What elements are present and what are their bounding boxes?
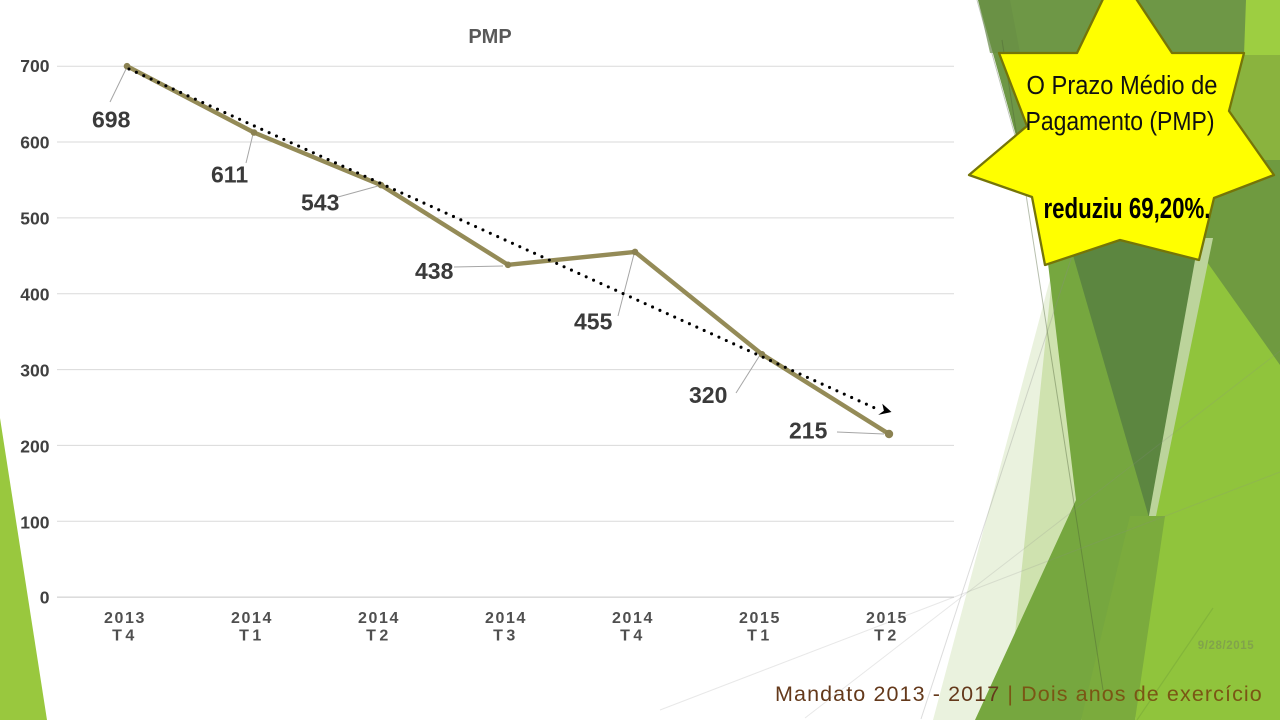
svg-text:100: 100 bbox=[20, 513, 49, 533]
svg-text:2014: 2014 bbox=[612, 610, 654, 627]
svg-text:Mandato 2013 - 2017 | Dois ano: Mandato 2013 - 2017 | Dois anos de exerc… bbox=[775, 682, 1263, 706]
svg-text:200: 200 bbox=[20, 437, 49, 457]
svg-text:300: 300 bbox=[20, 361, 49, 381]
svg-text:0: 0 bbox=[40, 588, 50, 608]
svg-text:600: 600 bbox=[20, 132, 49, 152]
svg-text:2014: 2014 bbox=[231, 610, 273, 627]
svg-text:500: 500 bbox=[20, 208, 49, 228]
svg-text:T2: T2 bbox=[874, 628, 900, 645]
svg-text:2015: 2015 bbox=[739, 610, 781, 627]
svg-text:2015: 2015 bbox=[866, 610, 908, 627]
svg-text:438: 438 bbox=[415, 258, 454, 284]
svg-text:320: 320 bbox=[689, 382, 727, 408]
svg-text:2014: 2014 bbox=[485, 610, 527, 627]
svg-text:400: 400 bbox=[20, 284, 49, 304]
svg-text:T4: T4 bbox=[112, 628, 138, 645]
svg-text:T4: T4 bbox=[620, 628, 646, 645]
svg-text:543: 543 bbox=[301, 190, 339, 216]
svg-text:T1: T1 bbox=[239, 628, 265, 645]
svg-text:T2: T2 bbox=[366, 628, 392, 645]
svg-text:PMP: PMP bbox=[468, 26, 511, 48]
svg-text:698: 698 bbox=[92, 107, 131, 133]
svg-text:611: 611 bbox=[211, 162, 248, 188]
svg-text:reduziu 69,20%.: reduziu 69,20%. bbox=[1044, 193, 1211, 225]
svg-text:T1: T1 bbox=[747, 628, 773, 645]
svg-text:2014: 2014 bbox=[358, 610, 400, 627]
svg-text:O Prazo Médio de: O Prazo Médio de bbox=[1027, 72, 1218, 100]
svg-text:2013: 2013 bbox=[104, 610, 146, 627]
svg-text:T3: T3 bbox=[493, 628, 519, 645]
svg-text:Pagamento (PMP): Pagamento (PMP) bbox=[1026, 108, 1215, 136]
svg-text:9/28/2015: 9/28/2015 bbox=[1198, 640, 1255, 652]
svg-text:700: 700 bbox=[20, 56, 49, 76]
svg-text:455: 455 bbox=[574, 309, 613, 335]
svg-text:215: 215 bbox=[789, 418, 828, 444]
